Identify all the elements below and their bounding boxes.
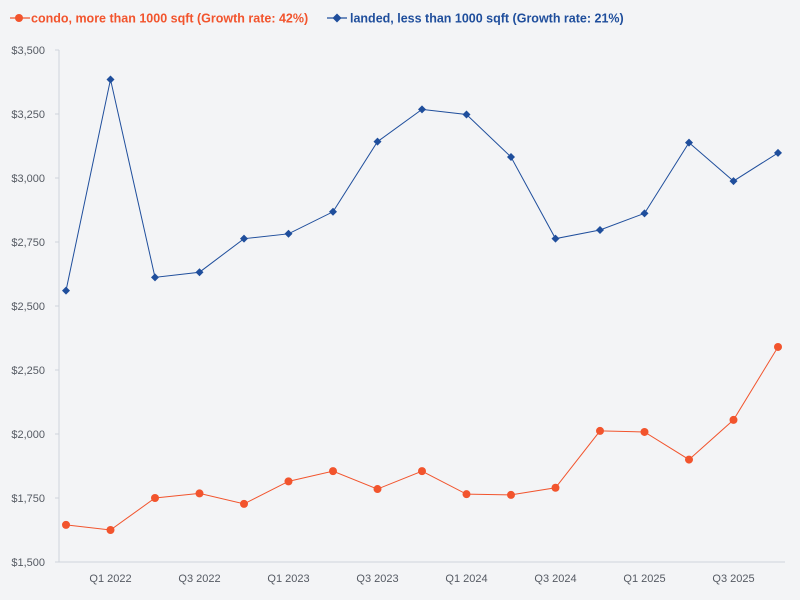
series-layer <box>62 75 782 534</box>
legend-item-condo[interactable]: condo, more than 1000 sqft (Growth rate:… <box>10 12 308 26</box>
data-point-landed-q4-2023[interactable] <box>418 105 426 114</box>
y-tick-label: $3,000 <box>11 173 45 185</box>
data-point-landed-q1-2023[interactable] <box>284 229 293 238</box>
data-point-condo-q1-2025[interactable] <box>640 427 649 436</box>
data-point-landed-q3-2023[interactable] <box>373 137 382 146</box>
y-tick-label: $3,500 <box>11 45 45 57</box>
data-point-condo-q3-2022[interactable] <box>195 489 204 498</box>
y-tick-label: $2,750 <box>11 237 45 249</box>
series-landed <box>62 75 782 295</box>
y-axis-ticks: $1,500 $1,750 $2,000 $2,250 $2,500 $2,750 $3,0… <box>11 45 59 569</box>
legend-label-condo: condo, more than 1000 sqft (Growth rate:… <box>31 12 308 26</box>
data-point-landed-q1-2025[interactable] <box>640 209 649 218</box>
data-point-landed-q2-2023[interactable] <box>329 207 337 216</box>
x-tick-label: Q1 2022 <box>89 573 131 585</box>
data-point-landed-q4-2021[interactable] <box>62 286 70 295</box>
legend-marker-landed <box>332 13 342 23</box>
x-tick-label: Q3 2025 <box>712 573 754 585</box>
x-tick-label: Q1 2024 <box>445 573 487 585</box>
data-point-landed-q1-2022[interactable] <box>106 75 115 84</box>
data-point-condo-q2-2025[interactable] <box>685 455 693 464</box>
y-tick-label: $1,500 <box>11 557 45 569</box>
data-point-condo-q4-2021[interactable] <box>62 520 70 529</box>
x-tick-label: Q1 2023 <box>267 573 309 585</box>
legend: condo, more than 1000 sqft (Growth rate:… <box>10 12 624 26</box>
data-point-landed-q4-2025[interactable] <box>774 148 782 157</box>
data-point-landed-q1-2024[interactable] <box>462 110 471 119</box>
data-point-condo-q3-2024[interactable] <box>551 483 560 492</box>
x-tick-label: Q3 2024 <box>534 573 576 585</box>
data-point-landed-q4-2024[interactable] <box>596 225 604 234</box>
legend-label-landed: landed, less than 1000 sqft (Growth rate… <box>350 12 624 26</box>
data-point-condo-q3-2023[interactable] <box>373 485 382 494</box>
y-tick-label: $3,250 <box>11 109 45 121</box>
data-point-condo-q2-2023[interactable] <box>329 467 337 476</box>
data-point-landed-q4-2022[interactable] <box>240 234 248 243</box>
data-point-landed-q2-2022[interactable] <box>151 273 159 282</box>
data-point-landed-q3-2022[interactable] <box>195 268 204 277</box>
y-tick-label: $2,250 <box>11 365 45 377</box>
data-point-condo-q2-2024[interactable] <box>507 490 515 499</box>
data-point-condo-q3-2025[interactable] <box>729 415 738 424</box>
series-condo <box>62 342 782 534</box>
data-point-condo-q4-2024[interactable] <box>596 426 604 435</box>
x-tick-label: Q3 2023 <box>356 573 398 585</box>
data-point-condo-q4-2022[interactable] <box>240 499 248 508</box>
data-point-condo-q4-2023[interactable] <box>418 467 426 476</box>
x-tick-label: Q1 2025 <box>623 573 665 585</box>
x-tick-label: Q3 2022 <box>178 573 220 585</box>
data-point-landed-q2-2025[interactable] <box>685 138 693 147</box>
data-point-condo-q1-2022[interactable] <box>106 526 115 534</box>
data-point-condo-q1-2024[interactable] <box>462 490 471 499</box>
data-point-landed-q3-2025[interactable] <box>729 177 738 186</box>
data-point-landed-q3-2024[interactable] <box>551 234 560 243</box>
y-tick-label: $2,000 <box>11 429 45 441</box>
y-tick-label: $2,500 <box>11 301 45 313</box>
legend-marker-condo <box>15 14 23 22</box>
data-point-condo-q4-2025[interactable] <box>774 342 782 351</box>
legend-item-landed[interactable]: landed, less than 1000 sqft (Growth rate… <box>327 12 624 26</box>
x-axis-ticks: Q1 2022 Q3 2022 Q1 2023 Q3 2023 Q1 2024 Q3 20… <box>89 573 754 585</box>
data-point-condo-q2-2022[interactable] <box>151 494 159 502</box>
y-tick-label: $1,750 <box>11 493 45 505</box>
data-point-landed-q2-2024[interactable] <box>507 153 515 162</box>
data-point-condo-q1-2023[interactable] <box>284 477 293 486</box>
